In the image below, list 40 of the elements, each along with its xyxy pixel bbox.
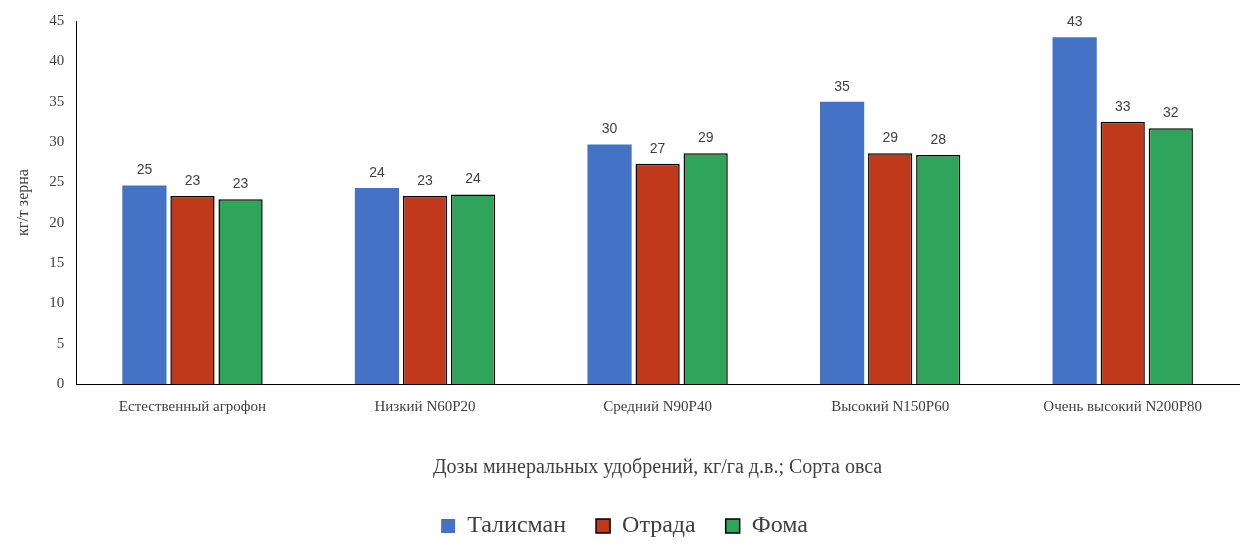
y-tick-label: 40 (49, 52, 65, 69)
x-tick-label: Естественный агрофон (118, 397, 267, 414)
y-tick-label: 20 (49, 213, 65, 230)
data-label: 24 (369, 163, 385, 180)
y-axis-title: кг/т зерна (13, 169, 32, 236)
x-tick-label: Высокий N150P60 (831, 397, 950, 414)
data-label: 23 (232, 175, 249, 192)
data-label: 23 (417, 171, 434, 188)
y-tick-label: 45 (49, 11, 65, 28)
data-label: 30 (601, 120, 618, 137)
x-tick-label: Очень высокий N200P80 (1043, 397, 1203, 414)
y-tick-label: 15 (49, 253, 65, 270)
data-label: 28 (930, 130, 947, 147)
data-label: 25 (136, 161, 153, 178)
y-tick-label: 0 (56, 374, 65, 391)
legend-label: Фома (751, 511, 809, 538)
data-label: 33 (1114, 97, 1131, 114)
legend-label: Отрада (622, 511, 697, 538)
bar (1052, 37, 1097, 384)
data-label: 27 (649, 139, 666, 156)
bar (587, 144, 632, 384)
y-tick-label: 30 (49, 132, 65, 149)
y-tick-label: 35 (49, 92, 65, 109)
data-label: 32 (1162, 104, 1179, 121)
x-axis-title: Дозы минеральных удобрений, кг/га д.в.; Сорта овса (432, 455, 883, 479)
x-tick-label: Средний N90P40 (603, 397, 712, 414)
bar (354, 187, 400, 384)
data-label: 29 (882, 129, 899, 146)
x-tick-label: Низкий N60P20 (374, 397, 476, 414)
y-tick-label: 5 (56, 334, 65, 351)
data-label: 29 (697, 129, 714, 146)
data-label: 24 (465, 170, 482, 187)
data-label: 23 (184, 171, 201, 188)
bar (122, 185, 167, 384)
y-tick-label: 10 (49, 294, 65, 311)
y-tick-label: 25 (49, 173, 65, 190)
bar (819, 101, 865, 384)
legend-label: Талисман (467, 511, 567, 538)
data-label: 43 (1066, 12, 1083, 29)
data-label: 35 (834, 77, 851, 94)
